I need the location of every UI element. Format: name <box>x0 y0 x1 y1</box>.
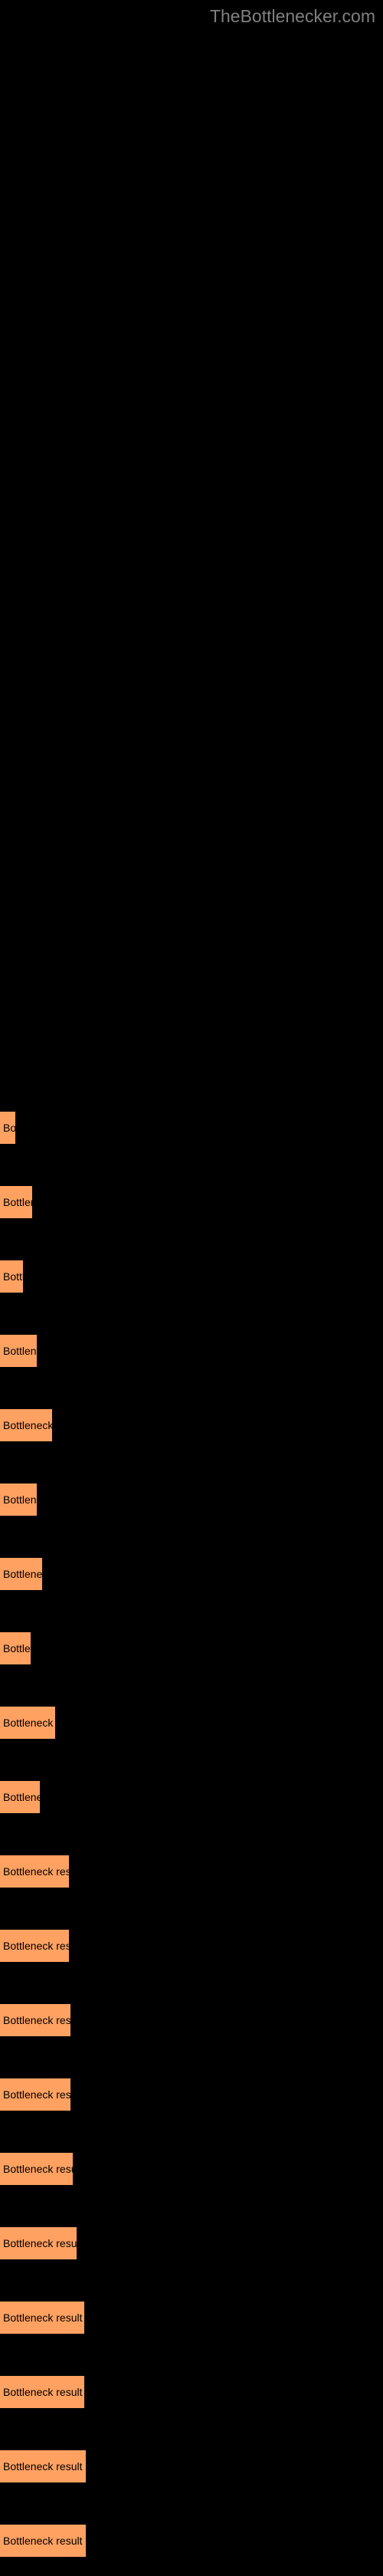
bar: Bottleneck result <box>0 1409 52 1441</box>
bar-label: Bottleneck result <box>3 1419 52 1431</box>
bar-row: Bottleneck result <box>0 1386 383 1460</box>
bar-row: Bottleneck result <box>0 2130 383 2204</box>
bar: Bottleneck result <box>0 1558 42 1590</box>
bar-row: Bottleneck result <box>0 1609 383 1684</box>
bar-label: Bottleneck result <box>3 1717 55 1729</box>
bar: Bottleneck result <box>0 1186 32 1218</box>
bar-row: Bottleneck result <box>0 1163 383 1237</box>
bar: Bottleneck result <box>0 1930 69 1962</box>
bar-label: Bottleneck result <box>3 2163 73 2175</box>
bar-row: Bottleneck result <box>0 1907 383 1981</box>
bar-label: Bottleneck result <box>3 1568 42 1580</box>
bar-chart: Bottleneck result Bottleneck result Bottle… <box>0 1089 383 2576</box>
bar-row: Bottleneck result <box>0 1981 383 2055</box>
bar: Bottleneck result <box>0 1855 69 1888</box>
bar-label: Bottleneck result <box>3 2312 83 2324</box>
bar-row: Bottleneck result <box>0 1758 383 1832</box>
bar-row: Bottleneck result <box>0 2502 383 2576</box>
bar: Bottleneck result <box>0 2450 86 2482</box>
bar-row: Bottleneck result <box>0 2204 383 2279</box>
bar-label: Bottleneck result <box>3 1791 40 1803</box>
bar-label: Bottleneck result <box>3 1122 15 1134</box>
bar-row: Bottleneck result <box>0 2055 383 2130</box>
bar-label: Bottleneck result <box>3 2014 70 2026</box>
bar-label: Bottleneck result <box>3 2237 77 2249</box>
bar: Bottleneck result <box>0 2004 70 2036</box>
bar-label: Bottleneck result <box>3 1940 69 1952</box>
bar-row: Bottleneck result <box>0 2353 383 2427</box>
bar-label: Bottleneck result <box>3 2535 83 2547</box>
bar: Bottleneck result <box>0 2376 84 2408</box>
bar: Bottleneck result <box>0 2525 86 2557</box>
bar-row: Bottleneck result <box>0 1535 383 1609</box>
bar: Bottleneck result <box>0 1335 37 1367</box>
bar-label: Bottleneck result <box>3 2088 70 2101</box>
bar-label: Bottleneck result <box>3 1493 37 1506</box>
bar-row: Bottleneck result <box>0 1460 383 1535</box>
bar-label: Bottleneck result <box>3 1345 37 1357</box>
bar-row: Bottleneck result <box>0 1237 383 1312</box>
bar: Bottleneck result <box>0 2153 73 2185</box>
bar: Bottleneck result <box>0 1781 40 1813</box>
bar-label: Bottleneck result <box>3 1642 31 1654</box>
bar-label: Bottleneck result <box>3 1270 23 1283</box>
bar: Bottleneck result <box>0 2302 84 2334</box>
bar-row: Bottleneck result <box>0 1684 383 1758</box>
bar: Bottleneck result <box>0 1112 15 1144</box>
bar-label: Bottleneck result <box>3 2386 83 2398</box>
bar: Bottleneck result <box>0 1707 55 1739</box>
bar: Bottleneck result <box>0 1260 23 1293</box>
bar-label: Bottleneck result <box>3 2460 83 2472</box>
bar-row: Bottleneck result <box>0 1832 383 1907</box>
bar: Bottleneck result <box>0 1484 37 1516</box>
bar-row: Bottleneck result <box>0 2427 383 2502</box>
bar-label: Bottleneck result <box>3 1865 69 1878</box>
bar-row: Bottleneck result <box>0 2279 383 2353</box>
bar-row: Bottleneck result <box>0 1312 383 1386</box>
bar-label: Bottleneck result <box>3 1196 32 1208</box>
bar-row: Bottleneck result <box>0 1089 383 1163</box>
watermark-text: TheBottlenecker.com <box>210 6 375 27</box>
bar: Bottleneck result <box>0 1632 31 1664</box>
bar: Bottleneck result <box>0 2078 70 2111</box>
bar: Bottleneck result <box>0 2227 77 2259</box>
